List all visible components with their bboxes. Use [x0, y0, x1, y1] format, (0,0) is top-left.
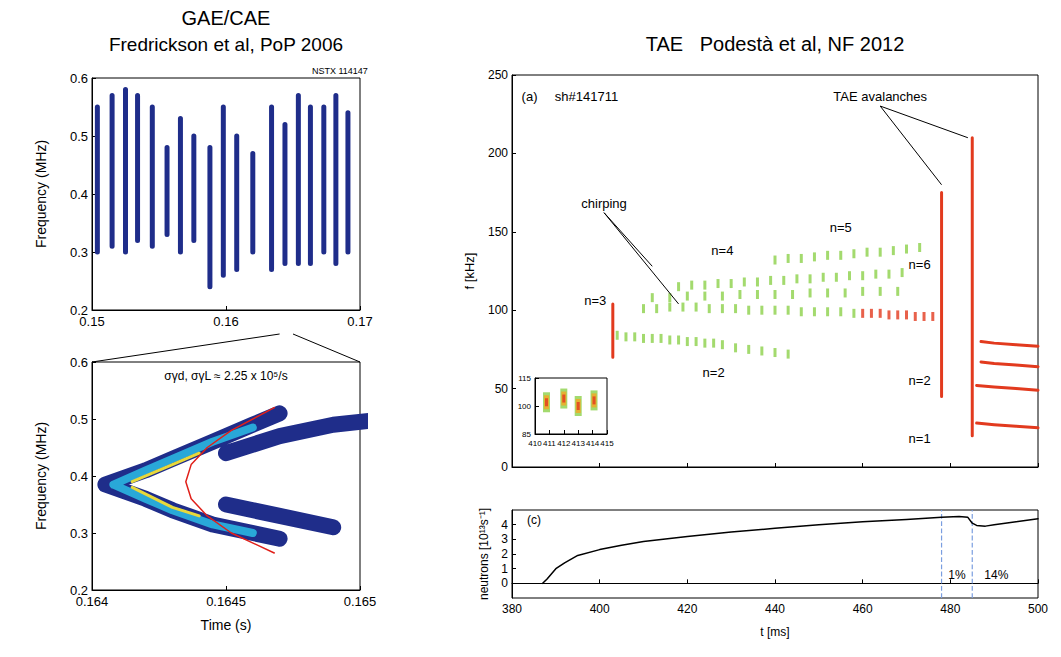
svg-text:n=2: n=2 [703, 365, 725, 380]
svg-text:100: 100 [488, 303, 508, 317]
svg-text:480: 480 [940, 602, 960, 616]
svg-text:410: 410 [528, 439, 542, 448]
svg-text:0.15: 0.15 [79, 314, 104, 329]
svg-text:(c): (c) [527, 513, 541, 527]
svg-text:0.16: 0.16 [213, 314, 238, 329]
svg-text:chirping: chirping [581, 196, 627, 211]
svg-text:GAE/CAE: GAE/CAE [182, 7, 271, 29]
svg-text:0.3: 0.3 [70, 245, 88, 260]
svg-text:115: 115 [518, 374, 531, 383]
svg-text:150: 150 [488, 225, 508, 239]
svg-text:85: 85 [522, 430, 531, 439]
svg-text:Frequency (MHz): Frequency (MHz) [33, 140, 49, 248]
svg-text:440: 440 [765, 602, 785, 616]
svg-text:250: 250 [488, 68, 508, 82]
svg-text:411: 411 [543, 439, 556, 448]
svg-text:σγd, σγL ≈ 2.25 x 10⁵/s: σγd, σγL ≈ 2.25 x 10⁵/s [164, 369, 287, 383]
svg-text:50: 50 [495, 382, 509, 396]
svg-text:0.6: 0.6 [70, 71, 88, 86]
svg-text:0.2: 0.2 [69, 302, 88, 318]
svg-text:n=4: n=4 [711, 243, 733, 258]
svg-text:(a): (a) [522, 89, 538, 104]
svg-text:t [ms]: t [ms] [760, 625, 789, 639]
svg-text:f [kHz]: f [kHz] [462, 253, 477, 290]
svg-text:n=6: n=6 [909, 257, 931, 272]
svg-text:0: 0 [501, 460, 508, 474]
svg-text:1: 1 [501, 562, 508, 576]
svg-text:1%: 1% [948, 568, 966, 582]
svg-text:0.2: 0.2 [69, 582, 88, 598]
svg-text:3: 3 [501, 532, 508, 546]
svg-text:414: 414 [586, 439, 600, 448]
svg-text:400: 400 [590, 602, 610, 616]
svg-text:412: 412 [557, 439, 571, 448]
svg-text:4: 4 [501, 518, 508, 532]
svg-text:0.5: 0.5 [70, 412, 88, 427]
svg-text:n=1: n=1 [909, 431, 931, 446]
svg-text:Frequency (MHz): Frequency (MHz) [33, 422, 49, 530]
svg-text:0.1645: 0.1645 [206, 594, 246, 609]
svg-text:Time (s): Time (s) [201, 617, 252, 633]
svg-text:415: 415 [600, 439, 614, 448]
svg-text:380: 380 [502, 602, 522, 616]
svg-text:0.4: 0.4 [70, 187, 88, 202]
svg-text:sh#141711: sh#141711 [555, 89, 618, 104]
svg-text:TAE Podestà et al, NF 2012: TAE Podestà et al, NF 2012 [646, 33, 905, 55]
svg-text:Fredrickson et al, PoP 2006: Fredrickson et al, PoP 2006 [109, 34, 343, 55]
svg-text:NSTX 114147: NSTX 114147 [312, 66, 368, 76]
svg-text:0.165: 0.165 [344, 594, 377, 609]
svg-text:200: 200 [488, 146, 508, 160]
svg-text:2: 2 [501, 547, 508, 561]
svg-text:420: 420 [677, 602, 697, 616]
svg-text:0.5: 0.5 [70, 129, 88, 144]
svg-text:413: 413 [572, 439, 586, 448]
svg-text:0.164: 0.164 [76, 594, 109, 609]
svg-text:0: 0 [501, 576, 508, 590]
svg-text:n=5: n=5 [830, 220, 852, 235]
svg-text:n=3: n=3 [584, 293, 606, 308]
svg-text:TAE avalanches: TAE avalanches [833, 89, 927, 104]
svg-text:460: 460 [853, 602, 873, 616]
svg-text:100: 100 [518, 402, 532, 411]
svg-text:14%: 14% [984, 568, 1008, 582]
svg-text:0.3: 0.3 [70, 526, 88, 541]
svg-text:0.6: 0.6 [70, 355, 88, 370]
svg-text:0.17: 0.17 [347, 314, 372, 329]
svg-text:500: 500 [1028, 602, 1048, 616]
svg-text:n=2: n=2 [909, 373, 931, 388]
svg-text:neutrons [10¹³s⁻¹]: neutrons [10¹³s⁻¹] [477, 508, 491, 600]
svg-text:0.4: 0.4 [70, 469, 88, 484]
